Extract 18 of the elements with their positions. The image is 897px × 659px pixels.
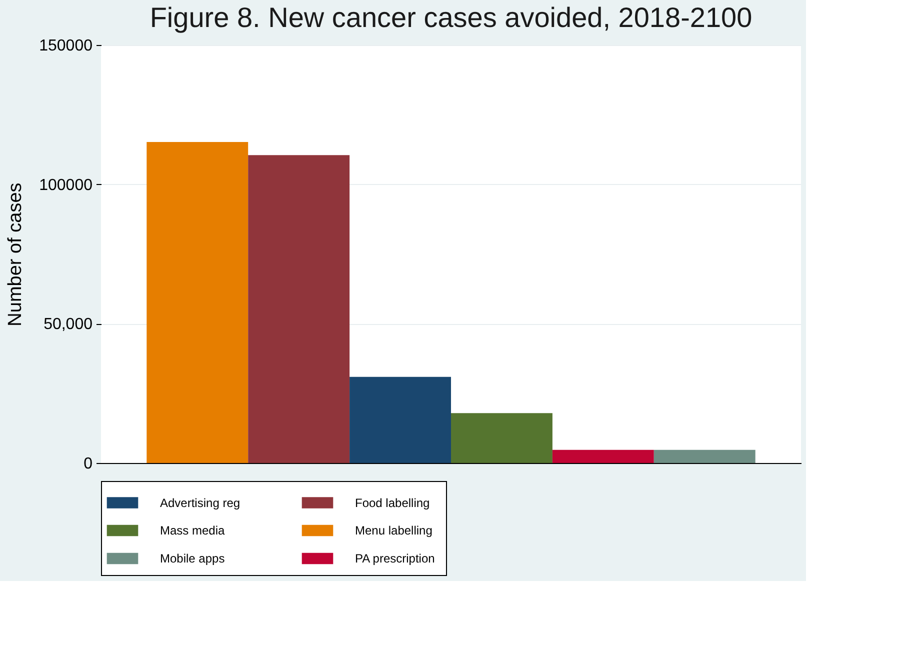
legend-label: PA prescription	[355, 552, 435, 566]
y-axis-title: Number of cases	[5, 182, 26, 326]
bar	[146, 142, 248, 463]
bar	[248, 155, 350, 463]
y-tick-label: 0	[84, 456, 93, 472]
y-tick-label: 150000	[39, 38, 93, 54]
bar	[451, 413, 552, 463]
legend-label: Advertising reg	[160, 496, 240, 510]
legend-label: Mass media	[160, 524, 226, 538]
legend-label: Menu labelling	[355, 524, 432, 538]
legend-label: Food labelling	[355, 496, 430, 510]
bar	[552, 450, 654, 463]
bar	[350, 376, 451, 463]
legend-label: Mobile apps	[160, 552, 225, 566]
bar	[654, 450, 756, 463]
y-tick-label: 50,000	[44, 316, 93, 334]
chart-title: Figure 8. New cancer cases avoided, 2018-2100	[150, 2, 752, 33]
y-tick-label: 100000	[39, 176, 93, 194]
